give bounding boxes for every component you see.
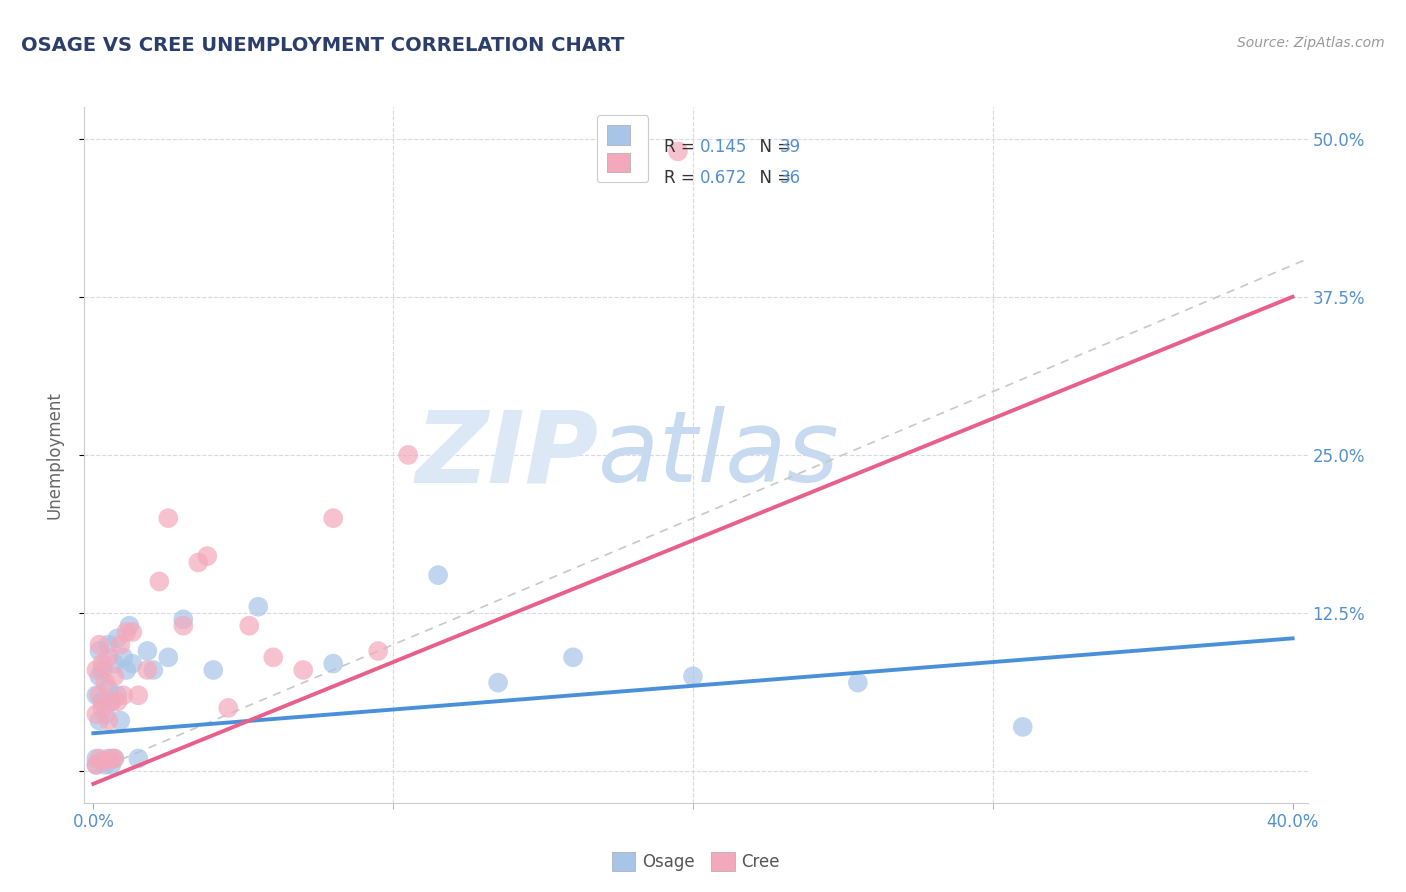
Point [105, 632, 128, 646]
Point [100, 751, 122, 765]
Point [172, 618, 194, 632]
Point [262, 650, 284, 665]
Text: R =: R = [664, 169, 700, 186]
Point [157, 650, 180, 665]
Point [91, 663, 114, 677]
Point [94, 754, 117, 768]
Point [121, 657, 143, 671]
Point [115, 625, 138, 640]
Point [121, 625, 143, 640]
Point [157, 511, 180, 525]
Point [396, 448, 419, 462]
Point [94, 707, 117, 722]
Point [202, 663, 225, 677]
Point [89, 714, 111, 728]
Point [110, 638, 132, 652]
Text: 0.672: 0.672 [699, 169, 747, 186]
Point [846, 675, 869, 690]
Point [97, 714, 120, 728]
Point [238, 618, 260, 632]
Point [118, 618, 141, 632]
Legend: Osage, Cree: Osage, Cree [606, 846, 786, 878]
Text: OSAGE VS CREE UNEMPLOYMENT CORRELATION CHART: OSAGE VS CREE UNEMPLOYMENT CORRELATION C… [21, 36, 624, 54]
Point [86, 707, 108, 722]
Point [94, 675, 117, 690]
Text: ZIP: ZIP [415, 407, 598, 503]
Point [105, 695, 128, 709]
Point [89, 688, 111, 702]
Point [97, 638, 120, 652]
Point [322, 511, 344, 525]
Point [105, 688, 128, 702]
Text: 36: 36 [779, 169, 800, 186]
Point [136, 663, 159, 677]
Point [86, 757, 108, 772]
Point [127, 751, 149, 765]
Point [89, 644, 111, 658]
Point [103, 657, 125, 671]
Point [682, 669, 704, 683]
Point [1011, 720, 1033, 734]
Point [97, 650, 120, 665]
Text: N =: N = [748, 169, 796, 186]
Point [91, 695, 114, 709]
Point [427, 568, 450, 582]
Point [322, 657, 344, 671]
Point [112, 650, 135, 665]
Text: Source: ZipAtlas.com: Source: ZipAtlas.com [1237, 36, 1385, 50]
Point [195, 549, 218, 563]
Point [127, 688, 149, 702]
Point [91, 701, 114, 715]
Point [110, 714, 132, 728]
Text: N =: N = [748, 138, 796, 156]
Point [91, 657, 114, 671]
Point [89, 669, 111, 683]
Point [292, 663, 315, 677]
Text: 39: 39 [779, 138, 800, 156]
Point [86, 663, 108, 677]
Point [97, 681, 120, 696]
Text: R =: R = [664, 138, 700, 156]
Point [187, 556, 209, 570]
Point [247, 599, 270, 614]
Point [94, 757, 117, 772]
Point [142, 663, 165, 677]
Point [666, 145, 689, 159]
Point [86, 688, 108, 702]
Point [103, 669, 125, 683]
Point [86, 757, 108, 772]
Point [562, 650, 585, 665]
Point [100, 695, 122, 709]
Point [100, 757, 122, 772]
Point [172, 612, 194, 626]
Point [89, 638, 111, 652]
Point [115, 663, 138, 677]
Point [486, 675, 509, 690]
Y-axis label: Unemployment: Unemployment [45, 391, 63, 519]
Text: 0.145: 0.145 [699, 138, 747, 156]
Point [91, 754, 114, 768]
Text: atlas: atlas [598, 407, 839, 503]
Point [97, 751, 120, 765]
Point [86, 751, 108, 765]
Point [100, 695, 122, 709]
Point [103, 751, 125, 765]
Point [367, 644, 389, 658]
Point [103, 751, 125, 765]
Point [136, 644, 159, 658]
Point [89, 751, 111, 765]
Point [148, 574, 170, 589]
Point [217, 701, 239, 715]
Point [112, 688, 135, 702]
